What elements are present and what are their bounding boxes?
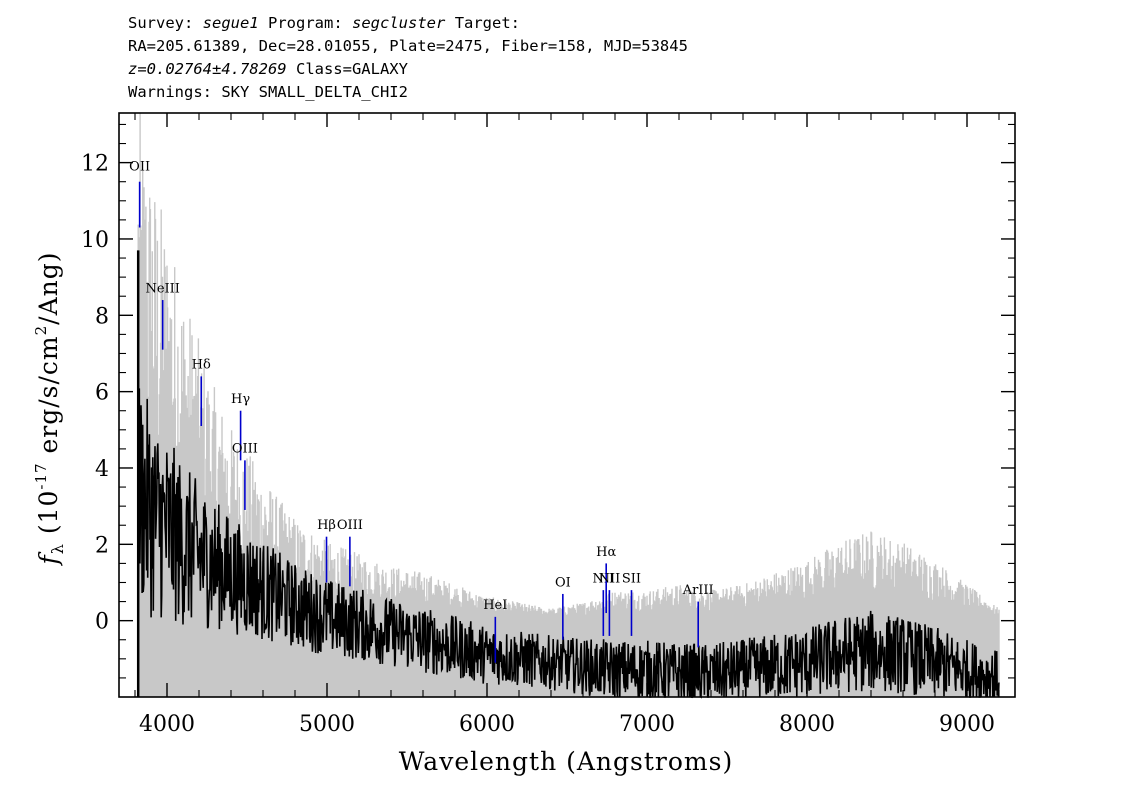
survey-key: Survey: xyxy=(128,14,194,32)
y-axis-sub: λ xyxy=(48,543,67,554)
y-tick-label-6: 6 xyxy=(95,381,109,406)
line-label-0: OII xyxy=(129,159,150,174)
line-label-4: OIII xyxy=(232,442,258,457)
x-axis-title: Wavelength (Angstroms) xyxy=(399,747,733,776)
y-tick-label-2: 2 xyxy=(95,533,109,558)
x-tick-label-9000: 9000 xyxy=(939,712,995,737)
axes: 4000 5000 6000 7000 8000 9000 0 2 4 6 8 10 12 xyxy=(81,112,1016,737)
line-label-7: HeI xyxy=(483,598,507,613)
plot-frame xyxy=(118,112,1016,698)
line-label-2: Hδ xyxy=(192,358,211,373)
y-tick-label-8: 8 xyxy=(95,304,109,329)
y-axis-end: /Ang) xyxy=(34,251,63,324)
x-tick-label-5000: 5000 xyxy=(299,712,355,737)
line-label-6: OIII xyxy=(337,518,363,533)
y-axis-units: erg/s/cm xyxy=(34,335,63,462)
class-value: Class=GALAXY xyxy=(295,60,408,78)
flux-series xyxy=(136,250,1000,699)
redshift-value: z=0.02764±4.78269 xyxy=(128,60,287,78)
line-label-1: NeIII xyxy=(145,281,179,296)
header-line-2: RA=205.61389, Dec=28.01055, Plate=2475, … xyxy=(128,37,688,55)
y-tick-label-10: 10 xyxy=(81,228,109,253)
y-tick-label-0: 0 xyxy=(95,610,109,635)
line-label-12: SII xyxy=(622,571,641,586)
y-axis-exp: -17 xyxy=(32,462,50,489)
line-label-11: NII xyxy=(599,571,621,586)
x-tick-label-7000: 7000 xyxy=(619,712,675,737)
y-tick-label-4: 4 xyxy=(95,457,109,482)
y-axis-text: (10 xyxy=(34,490,63,544)
line-label-9: NII xyxy=(592,571,614,586)
x-tick-label-6000: 6000 xyxy=(459,712,515,737)
header-line-1: Survey: segue1 Program: segcluster Targe… xyxy=(128,12,520,35)
y-axis-f: f xyxy=(34,552,63,567)
line-label-10: Hα xyxy=(596,545,616,560)
target-key: Target: xyxy=(454,14,521,32)
line-label-13: ArIII xyxy=(682,583,714,598)
survey-value: segue1 xyxy=(202,14,259,32)
header-line-3: z=0.02764±4.78269 Class=GALAXY xyxy=(128,58,408,81)
y-axis-title: fλ (10-17 erg/s/cm2/Ang) xyxy=(32,251,67,566)
program-value: segcluster xyxy=(352,14,446,32)
line-label-8: OI xyxy=(555,575,571,590)
y-axis-sq: 2 xyxy=(32,325,50,336)
line-label-3: Hγ xyxy=(231,392,250,407)
x-tick-label-8000: 8000 xyxy=(779,712,835,737)
x-tick-label-4000: 4000 xyxy=(139,712,195,737)
header-warnings: Warnings: SKY SMALL_DELTA_CHI2 xyxy=(128,83,408,101)
flux-line xyxy=(137,388,1000,699)
y-tick-label-12: 12 xyxy=(81,152,109,177)
program-key: Program: xyxy=(268,14,343,32)
line-label-5: Hβ xyxy=(317,518,336,533)
